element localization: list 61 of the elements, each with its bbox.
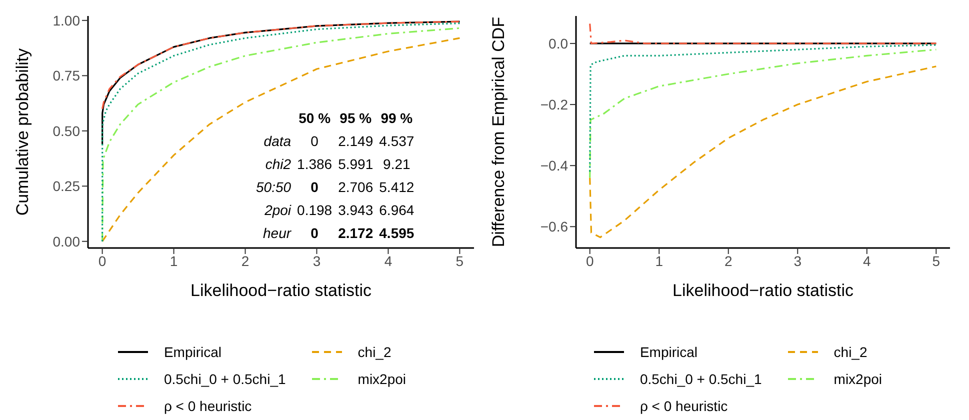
annotation: data [262,132,292,150]
legend-label: 0.5chi_0 + 0.5chi_1 [164,370,286,386]
annotation: 3.943 [337,200,374,220]
y-tick-label: 0.25 [52,178,80,194]
annotation: 95 % [338,108,373,128]
legend-label: 0.5chi_0 + 0.5chi_1 [640,370,762,386]
y-tick-label: −0.4 [540,158,568,174]
x-tick-label: 2 [241,252,250,269]
y-tick-label: −0.2 [540,96,568,112]
x-axis-title: Likelihood−ratio statistic [672,281,854,300]
x-tick-label: 3 [312,252,321,269]
annotation: 50:50 [255,178,292,196]
annotation: 2.172 [337,224,374,242]
y-tick-label: 0.00 [52,233,80,250]
y-axis-title: Difference from Empirical CDF [489,16,508,248]
annotation: 2.706 [337,178,374,196]
annotation: heur [262,224,292,242]
legend-label: ρ < 0 heuristic [164,398,252,414]
annotation: 0 [310,132,320,150]
x-tick-label: 5 [932,252,940,269]
annotation: 6.964 [378,200,416,220]
legend-label: mix2poi [834,370,882,386]
x-axis-title: Likelihood−ratio statistic [190,281,372,300]
x-tick-label: 1 [655,252,664,269]
annotation: 9.21 [382,154,412,174]
annotation: 0.198 [296,200,334,220]
legend-label: Empirical [640,344,698,360]
annotation: 2.149 [337,132,374,150]
x-tick-label: 0 [586,252,594,269]
annotation: 4.595 [378,224,416,242]
y-axis-title: Cumulative probability [13,48,32,216]
legend-label: mix2poi [358,370,406,386]
y-tick-label: 0.75 [52,68,80,84]
x-tick-label: 4 [862,252,871,269]
legend-label: chi_2 [358,344,392,360]
legend-label: chi_2 [834,344,868,360]
annotation: 5.412 [378,178,416,196]
y-tick-label: 0.50 [52,122,80,139]
y-tick-label: −0.6 [540,218,568,235]
x-tick-label: 1 [170,252,178,269]
annotation: 2poi [264,200,292,220]
legend-label: ρ < 0 heuristic [640,398,728,414]
annotation: 4.537 [378,132,416,150]
annotation: 1.386 [296,154,334,174]
line-series [589,66,937,238]
annotation: 50 % [298,108,332,128]
annotation: 5.991 [337,154,374,174]
y-tick-label: 0.0 [548,35,568,52]
x-tick-label: 4 [384,252,392,269]
x-tick-label: 5 [456,252,464,269]
x-tick-label: 2 [724,252,732,269]
annotation: 0 [310,178,320,196]
line-series [589,22,937,44]
annotation: chi2 [264,154,292,174]
annotation: 0 [310,224,320,242]
legend-label: Empirical [164,344,222,360]
line-series [101,20,461,110]
x-tick-label: 0 [98,252,106,269]
x-tick-label: 3 [794,252,802,269]
y-tick-label: 1.00 [52,12,80,28]
annotation: 99 % [380,108,414,128]
